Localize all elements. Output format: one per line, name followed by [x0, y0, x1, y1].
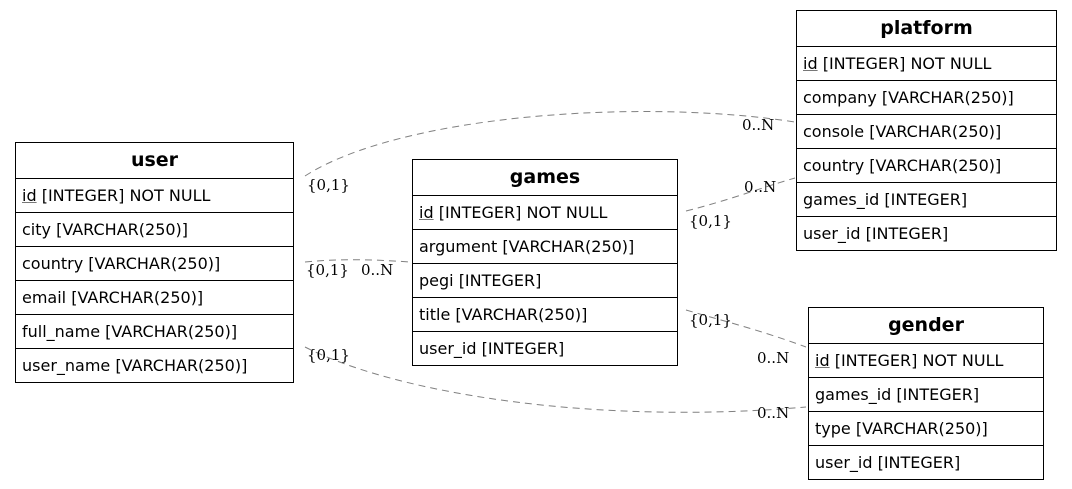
cardinality-user-gender-from: {0,1}	[307, 346, 350, 364]
entity-platform-column[interactable]: id [INTEGER] NOT NULL	[797, 47, 1056, 81]
entity-user-column[interactable]: user_name [VARCHAR(250)]	[22, 356, 248, 375]
entity-user-column[interactable]: country [VARCHAR(250)]	[16, 247, 293, 281]
entity-platform[interactable]: platform id [INTEGER] NOT NULL company […	[796, 10, 1057, 251]
entity-user[interactable]: user id [INTEGER] NOT NULL city [VARCHAR…	[15, 142, 294, 383]
entity-gender-column[interactable]: id [INTEGER] NOT NULL	[809, 344, 1043, 378]
entity-games-column[interactable]: id [INTEGER] NOT NULL	[413, 196, 677, 230]
cardinality-user-games-to: 0..N	[361, 261, 394, 279]
edge-user-games	[304, 259, 411, 263]
entity-games-column[interactable]: user_id [INTEGER]	[419, 339, 565, 358]
entity-user-column[interactable]: full_name [VARCHAR(250)]	[16, 315, 293, 349]
entity-user-column[interactable]: email [VARCHAR(250)]	[16, 281, 293, 315]
entity-gender-column[interactable]: user_id [INTEGER]	[815, 453, 961, 472]
cardinality-user-platform-from: {0,1}	[307, 176, 350, 194]
entity-games[interactable]: games id [INTEGER] NOT NULL argument [VA…	[412, 159, 678, 366]
edge-games-platform	[685, 177, 796, 212]
entity-user-title: user	[16, 143, 293, 179]
entity-games-column[interactable]: argument [VARCHAR(250)]	[413, 230, 677, 264]
entity-platform-column[interactable]: user_id [INTEGER]	[803, 224, 949, 243]
entity-platform-column[interactable]: console [VARCHAR(250)]	[797, 115, 1056, 149]
cardinality-user-games-from: {0,1}	[306, 261, 349, 279]
primary-key: id	[22, 186, 37, 205]
cardinality-games-platform-to: 0..N	[744, 178, 777, 196]
entity-user-column[interactable]: id [INTEGER] NOT NULL	[16, 179, 293, 213]
edge-user-gender	[304, 346, 807, 413]
entity-gender[interactable]: gender id [INTEGER] NOT NULL games_id [I…	[808, 307, 1044, 480]
cardinality-user-gender-to: 0..N	[757, 404, 790, 422]
entity-gender-column[interactable]: games_id [INTEGER]	[809, 378, 1043, 412]
entity-platform-column[interactable]: country [VARCHAR(250)]	[797, 149, 1056, 183]
cardinality-games-platform-from: {0,1}	[689, 212, 732, 230]
entity-platform-column[interactable]: company [VARCHAR(250)]	[797, 81, 1056, 115]
primary-key: id	[815, 351, 830, 370]
entity-platform-title: platform	[797, 11, 1056, 47]
entity-games-column[interactable]: pegi [INTEGER]	[413, 264, 677, 298]
entity-platform-column[interactable]: games_id [INTEGER]	[797, 183, 1056, 217]
edge-games-gender	[685, 309, 807, 348]
entity-user-column[interactable]: city [VARCHAR(250)]	[16, 213, 293, 247]
cardinality-user-platform-to: 0..N	[742, 116, 775, 134]
primary-key: id	[803, 54, 818, 73]
entity-gender-column[interactable]: type [VARCHAR(250)]	[809, 412, 1043, 446]
cardinality-games-gender-to: 0..N	[757, 349, 790, 367]
edge-user-platform	[304, 111, 796, 177]
entity-gender-title: gender	[809, 308, 1043, 344]
cardinality-games-gender-from: {0,1}	[689, 311, 732, 329]
entity-games-column[interactable]: title [VARCHAR(250)]	[413, 298, 677, 332]
entity-games-title: games	[413, 160, 677, 196]
primary-key: id	[419, 203, 434, 222]
